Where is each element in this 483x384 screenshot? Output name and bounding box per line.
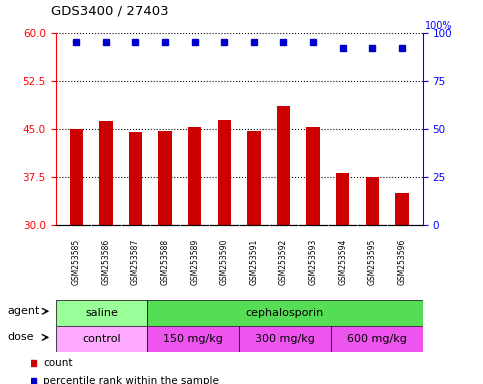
Bar	[331, 326, 423, 352]
Text: control: control	[82, 334, 121, 344]
Bar	[56, 300, 147, 326]
Bar	[395, 193, 409, 225]
Text: count: count	[43, 358, 72, 368]
Text: GSM253586: GSM253586	[101, 239, 111, 285]
Bar	[306, 127, 320, 225]
Bar	[366, 177, 379, 225]
Text: agent: agent	[7, 306, 40, 316]
Bar	[99, 121, 113, 225]
Text: GSM253596: GSM253596	[398, 239, 406, 285]
Text: cephalosporin: cephalosporin	[246, 308, 324, 318]
Bar	[147, 300, 423, 326]
Bar	[336, 174, 349, 225]
Bar	[147, 326, 239, 352]
Text: GSM253592: GSM253592	[279, 239, 288, 285]
Bar	[218, 120, 231, 225]
Bar	[129, 132, 142, 225]
Text: GSM253588: GSM253588	[160, 239, 170, 285]
Text: GSM253591: GSM253591	[249, 239, 258, 285]
Text: saline: saline	[85, 308, 118, 318]
Text: 150 mg/kg: 150 mg/kg	[163, 334, 223, 344]
Text: GSM253594: GSM253594	[338, 239, 347, 285]
Bar	[188, 127, 201, 225]
Bar	[239, 326, 331, 352]
Bar	[56, 326, 147, 352]
Bar	[277, 106, 290, 225]
Text: GSM253587: GSM253587	[131, 239, 140, 285]
Text: GSM253593: GSM253593	[309, 239, 318, 285]
Bar	[158, 131, 172, 225]
Text: 300 mg/kg: 300 mg/kg	[255, 334, 315, 344]
Text: GSM253585: GSM253585	[72, 239, 81, 285]
Text: GSM253590: GSM253590	[220, 239, 229, 285]
Bar	[247, 131, 260, 225]
Text: dose: dose	[7, 333, 34, 343]
Text: 100%: 100%	[425, 21, 453, 31]
Text: GDS3400 / 27403: GDS3400 / 27403	[51, 4, 169, 17]
Bar	[70, 129, 83, 225]
Text: percentile rank within the sample: percentile rank within the sample	[43, 376, 219, 384]
Text: 600 mg/kg: 600 mg/kg	[347, 334, 407, 344]
Text: GSM253595: GSM253595	[368, 239, 377, 285]
Text: GSM253589: GSM253589	[190, 239, 199, 285]
